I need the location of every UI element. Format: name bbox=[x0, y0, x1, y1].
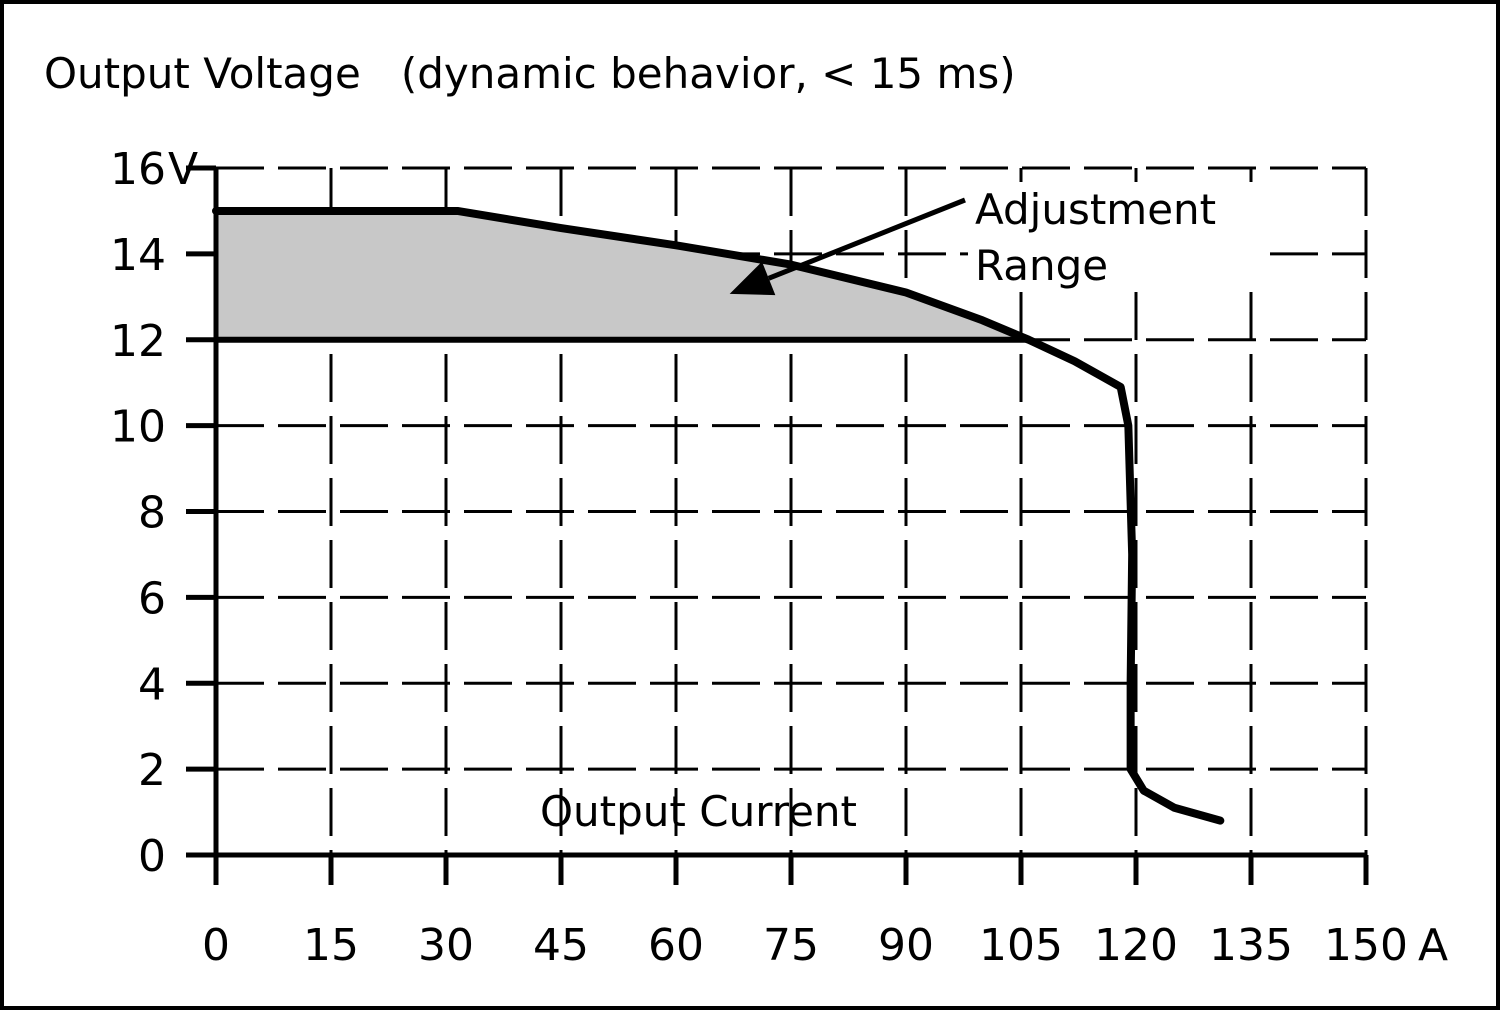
y-tick-label: 16 bbox=[110, 144, 166, 195]
x-tick-label: 75 bbox=[763, 920, 819, 971]
x-unit-label: A bbox=[1418, 920, 1448, 971]
x-axis-label: Output Current bbox=[540, 787, 857, 836]
y-unit-label: V bbox=[168, 144, 198, 195]
series-line bbox=[212, 206, 1225, 825]
y-tick-label: 6 bbox=[138, 573, 166, 624]
y-tick-label: 8 bbox=[138, 488, 166, 539]
y-tick-label: 2 bbox=[138, 745, 166, 796]
x-tick-labels: 0 15 30 45 60 75 90 105 120 135 150 A bbox=[202, 920, 1448, 971]
x-tick-label: 0 bbox=[202, 920, 230, 971]
annotation-background bbox=[968, 182, 1258, 292]
annotation-arrow-line bbox=[767, 197, 966, 281]
x-tick-label: 150 bbox=[1324, 920, 1408, 971]
axes bbox=[213, 168, 1366, 885]
x-tick-label: 135 bbox=[1209, 920, 1293, 971]
y-tick-labels: 0 2 4 6 8 10 12 14 16 V bbox=[110, 144, 198, 882]
y-tick-label: 0 bbox=[138, 831, 166, 882]
y-tick-label: 10 bbox=[110, 402, 166, 453]
x-tick-label: 45 bbox=[533, 920, 589, 971]
annotation-arrow-head bbox=[729, 261, 776, 296]
x-tick-label: 105 bbox=[979, 920, 1063, 971]
annotation-line-1: Adjustment bbox=[975, 185, 1216, 234]
adjustment-range-area bbox=[216, 210, 1029, 340]
y-tick-label: 12 bbox=[110, 316, 166, 367]
x-tick-label: 120 bbox=[1094, 920, 1178, 971]
chart-title: Output Voltage (dynamic behavior, < 15 m… bbox=[44, 49, 1016, 98]
x-tick-label: 60 bbox=[648, 920, 704, 971]
x-tick-label: 90 bbox=[878, 920, 934, 971]
y-tick-label: 14 bbox=[110, 230, 166, 281]
x-tick-label: 15 bbox=[303, 920, 359, 971]
y-tick-label: 4 bbox=[138, 659, 166, 710]
x-tick-label: 30 bbox=[418, 920, 474, 971]
annotation-line-2: Range bbox=[975, 241, 1108, 290]
